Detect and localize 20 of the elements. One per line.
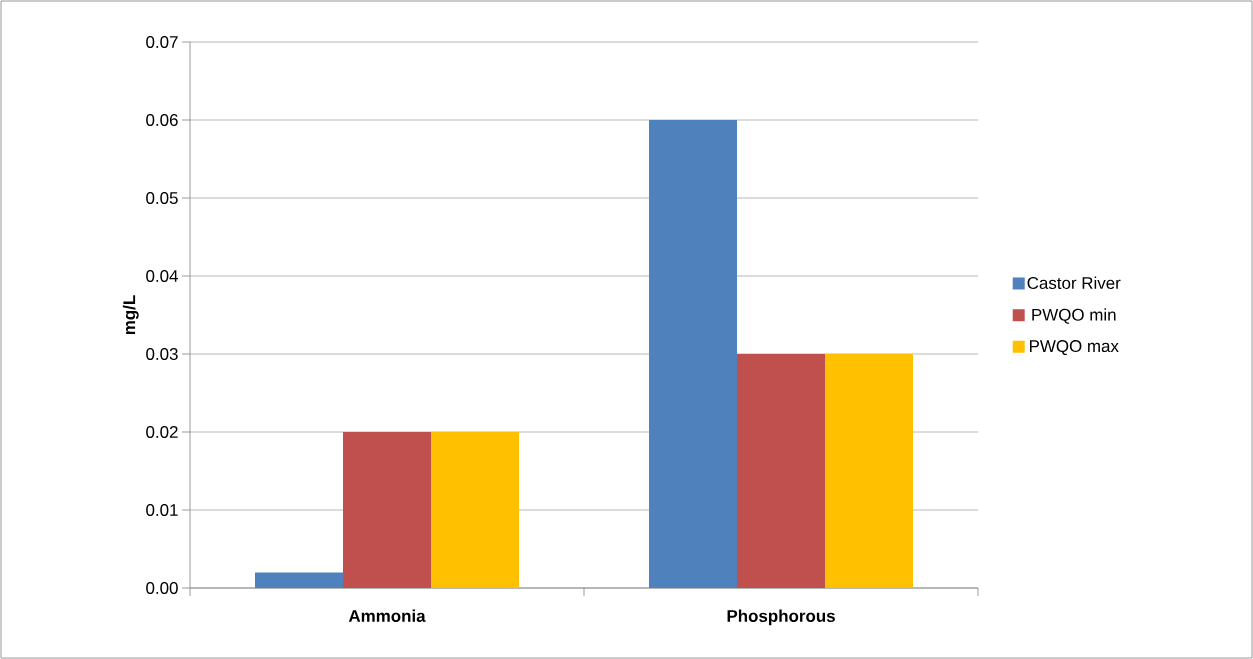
legend-label: PWQO min: [1032, 308, 1116, 324]
y-tick-label: 0.00: [146, 582, 178, 594]
legend-label: Castor River: [1027, 276, 1121, 290]
bar: [431, 432, 519, 588]
bar: [255, 572, 343, 588]
y-tick-label: 0.01: [146, 504, 178, 516]
y-tick-label: 0.05: [146, 192, 178, 204]
legend-label: PWQO max: [1029, 340, 1119, 356]
bar: [737, 354, 826, 588]
bar: [343, 432, 431, 588]
x-tick-label: Ammonia: [348, 609, 426, 622]
y-tick-label: 0.03: [146, 348, 178, 360]
y-tick-label: 0.06: [146, 114, 178, 126]
y-tick-label: 0.07: [146, 36, 178, 48]
bar: [825, 354, 914, 588]
y-axis-title: mg/L: [122, 295, 139, 335]
x-tick-label: Phosphorous: [727, 609, 835, 626]
y-tick-label: 0.02: [146, 426, 178, 438]
bar: [649, 120, 738, 588]
y-tick-label: 0.04: [146, 270, 178, 282]
